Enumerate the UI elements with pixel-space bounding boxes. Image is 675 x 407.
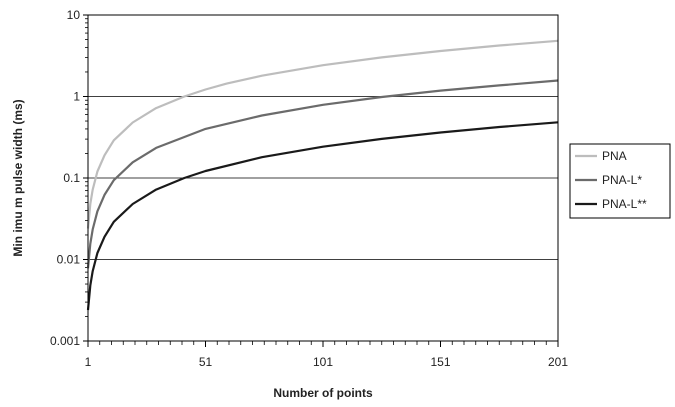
y-axis-title: Min imu m pulse width (ms) [11, 99, 25, 256]
x-tick-label: 201 [548, 355, 568, 369]
legend-label: PNA-L** [602, 197, 647, 211]
y-tick-label: 0.1 [63, 171, 80, 185]
y-axis: 0.001 0.01 0.1 1 10 [50, 8, 88, 348]
y-tick-label: 0.001 [50, 334, 80, 348]
series-line-3 [86, 121, 559, 311]
series-line-2 [86, 79, 559, 269]
series-line-1 [86, 39, 559, 229]
x-axis: 1 51 101 151 201 [85, 341, 568, 369]
plot-frame [87, 14, 559, 342]
x-tick-label: 51 [199, 355, 213, 369]
legend: PNA PNA-L* PNA-L** [569, 143, 671, 219]
y-tick-label: 10 [67, 8, 81, 22]
legend-label: PNA [602, 149, 627, 163]
x-tick-label: 151 [430, 355, 450, 369]
x-axis-title: Number of points [273, 386, 373, 400]
y-tick-label: 1 [73, 90, 80, 104]
x-tick-label: 1 [85, 355, 92, 369]
y-tick-label: 0.01 [57, 253, 81, 267]
x-tick-label: 101 [313, 355, 333, 369]
grid-lines [88, 96, 558, 260]
legend-label: PNA-L* [602, 173, 642, 187]
series-lines [86, 39, 559, 311]
